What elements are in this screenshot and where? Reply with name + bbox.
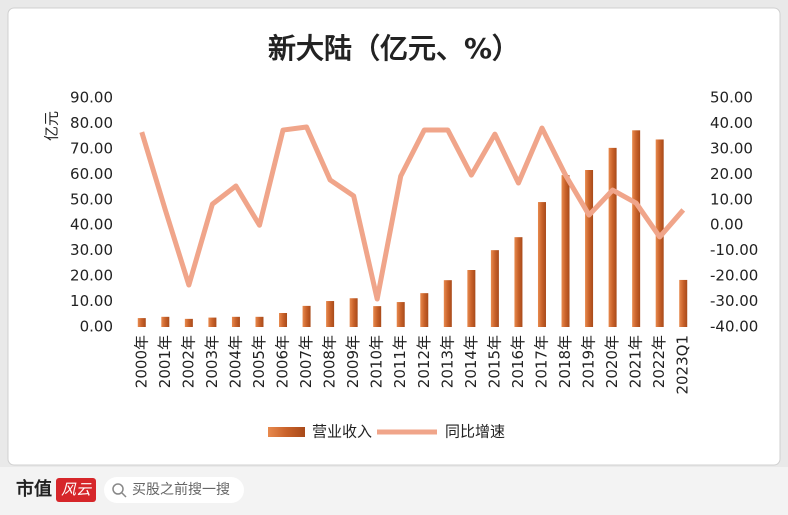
y2-tick-label: 40.00 — [710, 114, 753, 132]
x-tick-label: 2013年 — [438, 335, 456, 388]
chart-title: 新大陆（亿元、%） — [268, 32, 520, 65]
y-tick-label: 30.00 — [70, 241, 113, 259]
legend-label: 营业收入 — [312, 423, 372, 441]
bar — [349, 298, 358, 327]
bar — [632, 130, 641, 327]
bar — [231, 316, 240, 327]
x-tick-label: 2017年 — [532, 335, 550, 388]
bar — [137, 318, 146, 327]
bar — [208, 317, 217, 327]
x-tick-label: 2014年 — [462, 335, 480, 388]
logo-box — [56, 478, 96, 502]
bar — [443, 280, 452, 327]
x-tick-label: 2023Q1 — [674, 335, 692, 395]
bar — [326, 301, 335, 327]
bar — [608, 147, 617, 327]
bar — [279, 313, 288, 327]
bar — [302, 305, 311, 327]
bar — [161, 316, 170, 327]
x-tick-label: 2022年 — [650, 335, 668, 388]
bar — [514, 237, 523, 327]
y2-tick-label: 50.00 — [710, 89, 753, 107]
bar — [420, 293, 429, 327]
legend-label: 同比增速 — [445, 423, 505, 441]
legend-swatch — [268, 427, 305, 437]
y2-tick-label: 0.00 — [710, 216, 743, 234]
y2-tick-label: 30.00 — [710, 139, 753, 157]
y2-tick-label: 20.00 — [710, 165, 753, 183]
y-tick-label: 0.00 — [80, 318, 113, 336]
x-tick-label: 2020年 — [603, 335, 621, 388]
bar — [467, 270, 476, 327]
x-tick-label: 2003年 — [203, 335, 221, 388]
y-tick-label: 60.00 — [70, 165, 113, 183]
logo: 风云 — [61, 481, 92, 499]
card — [7, 7, 781, 466]
y2-tick-label: -20.00 — [710, 267, 758, 285]
search-box[interactable] — [104, 477, 244, 503]
bar — [490, 250, 499, 327]
y-axis-label: 亿元 — [43, 111, 61, 141]
x-tick-label: 2015年 — [485, 335, 503, 388]
x-tick-label: 2012年 — [415, 335, 433, 388]
x-tick-label: 2019年 — [580, 335, 598, 388]
x-tick-label: 2009年 — [344, 335, 362, 388]
bar — [679, 279, 688, 327]
x-tick-label: 2005年 — [250, 335, 268, 388]
x-tick-label: 2010年 — [368, 335, 386, 388]
y-tick-label: 70.00 — [70, 139, 113, 157]
search-hint: 买股之前搜一搜 — [132, 481, 230, 498]
y-tick-label: 50.00 — [70, 190, 113, 208]
y-tick-label: 80.00 — [70, 114, 113, 132]
x-tick-label: 2018年 — [556, 335, 574, 388]
bar — [561, 175, 570, 327]
bar — [373, 306, 382, 327]
x-tick-label: 2008年 — [321, 335, 339, 388]
y2-tick-label: -40.00 — [710, 318, 758, 336]
x-tick-label: 2002年 — [179, 335, 197, 388]
x-tick-label: 2007年 — [297, 335, 315, 388]
x-tick-label: 2001年 — [156, 335, 174, 388]
bar — [396, 302, 405, 327]
x-tick-label: 2016年 — [509, 335, 527, 388]
x-tick-label: 2006年 — [274, 335, 292, 388]
y-tick-label: 40.00 — [70, 216, 113, 234]
bar — [184, 318, 193, 327]
y-tick-label: 90.00 — [70, 89, 113, 107]
brand: 市值 — [16, 478, 52, 500]
bar — [537, 202, 546, 327]
y-tick-label: 20.00 — [70, 267, 113, 285]
y2-tick-label: -10.00 — [710, 241, 758, 259]
x-tick-label: 2021年 — [627, 335, 645, 388]
x-tick-label: 2004年 — [226, 335, 244, 388]
line — [139, 124, 686, 302]
y2-tick-label: 10.00 — [710, 190, 753, 208]
x-tick-label: 2000年 — [132, 335, 150, 388]
bar — [585, 170, 594, 327]
bar — [255, 316, 264, 327]
y2-tick-label: -30.00 — [710, 292, 758, 310]
x-tick-label: 2011年 — [391, 335, 409, 388]
search-icon — [112, 483, 124, 495]
search-icon-handle — [121, 492, 127, 498]
y-tick-label: 10.00 — [70, 292, 113, 310]
